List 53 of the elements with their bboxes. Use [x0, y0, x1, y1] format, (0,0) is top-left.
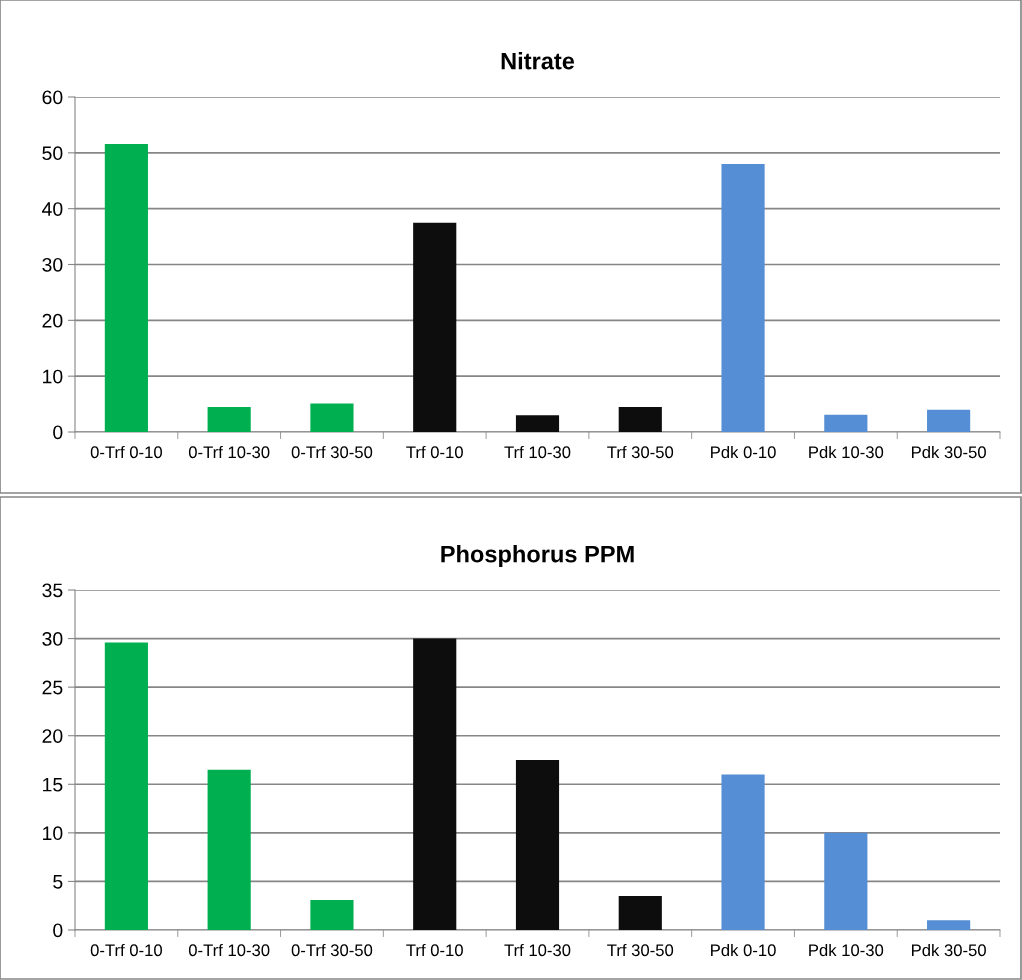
bar — [310, 899, 354, 930]
x-tick-label: Pdk 10-30 — [809, 943, 884, 957]
bar — [207, 406, 251, 432]
y-tick-label: 50 — [42, 146, 63, 161]
x-tick-label: Trf 0-10 — [406, 943, 463, 957]
chart-title: Phosphorus PPM — [441, 545, 634, 568]
x-tick-label: Trf 30-50 — [607, 943, 674, 957]
y-tick-label: 0 — [53, 923, 63, 938]
x-tick-label: Trf 30-50 — [607, 445, 674, 459]
x-tick-label: Pdk 0-10 — [711, 943, 776, 957]
bar — [824, 414, 868, 432]
x-tick-label: 0-Trf 30-50 — [291, 445, 373, 459]
y-tick-label: 0 — [53, 425, 63, 440]
y-tick-label: 60 — [42, 90, 63, 105]
bar — [413, 222, 457, 432]
x-tick-label: Pdk 10-30 — [809, 445, 884, 459]
y-tick-label: 10 — [43, 826, 63, 841]
y-tick-label: 15 — [43, 777, 63, 792]
bar — [927, 920, 971, 930]
x-tick-label: Pdk 30-50 — [911, 445, 986, 459]
y-tick-label: 30 — [42, 257, 63, 272]
y-tick-label: 10 — [43, 369, 63, 384]
x-tick-label: Pdk 0-10 — [711, 445, 776, 459]
x-tick-label: Trf 0-10 — [406, 445, 463, 459]
y-tick-label: 5 — [53, 875, 63, 889]
bar — [824, 832, 868, 930]
bar — [310, 403, 354, 432]
y-tick-label: 30 — [42, 632, 63, 646]
y-tick-label: 35 — [42, 583, 63, 598]
y-tick-label: 20 — [42, 729, 63, 743]
x-tick-label: 0-Trf 0-10 — [90, 943, 163, 957]
bar — [618, 896, 662, 930]
chart-title: Nitrate — [501, 52, 575, 70]
x-tick-label: Trf 10-30 — [504, 445, 571, 459]
x-tick-label: 0-Trf 30-50 — [291, 943, 373, 957]
y-tick-label: 25 — [42, 680, 63, 695]
y-tick-label: 20 — [42, 313, 63, 328]
bar — [207, 769, 251, 930]
x-tick-label: Trf 10-30 — [504, 943, 571, 957]
y-tick-label: 40 — [42, 202, 63, 216]
x-tick-label: Pdk 30-50 — [911, 943, 986, 957]
bar — [515, 415, 560, 432]
bar — [104, 642, 148, 930]
x-tick-label: 0-Trf 10-30 — [188, 943, 270, 957]
bar — [618, 406, 662, 432]
bar — [515, 760, 560, 930]
bar — [927, 409, 971, 432]
bar — [721, 164, 765, 432]
bar — [104, 143, 148, 432]
x-tick-label: 0-Trf 10-30 — [188, 445, 270, 459]
bar — [721, 774, 765, 930]
bar — [413, 638, 457, 930]
x-tick-label: 0-Trf 0-10 — [90, 445, 163, 459]
